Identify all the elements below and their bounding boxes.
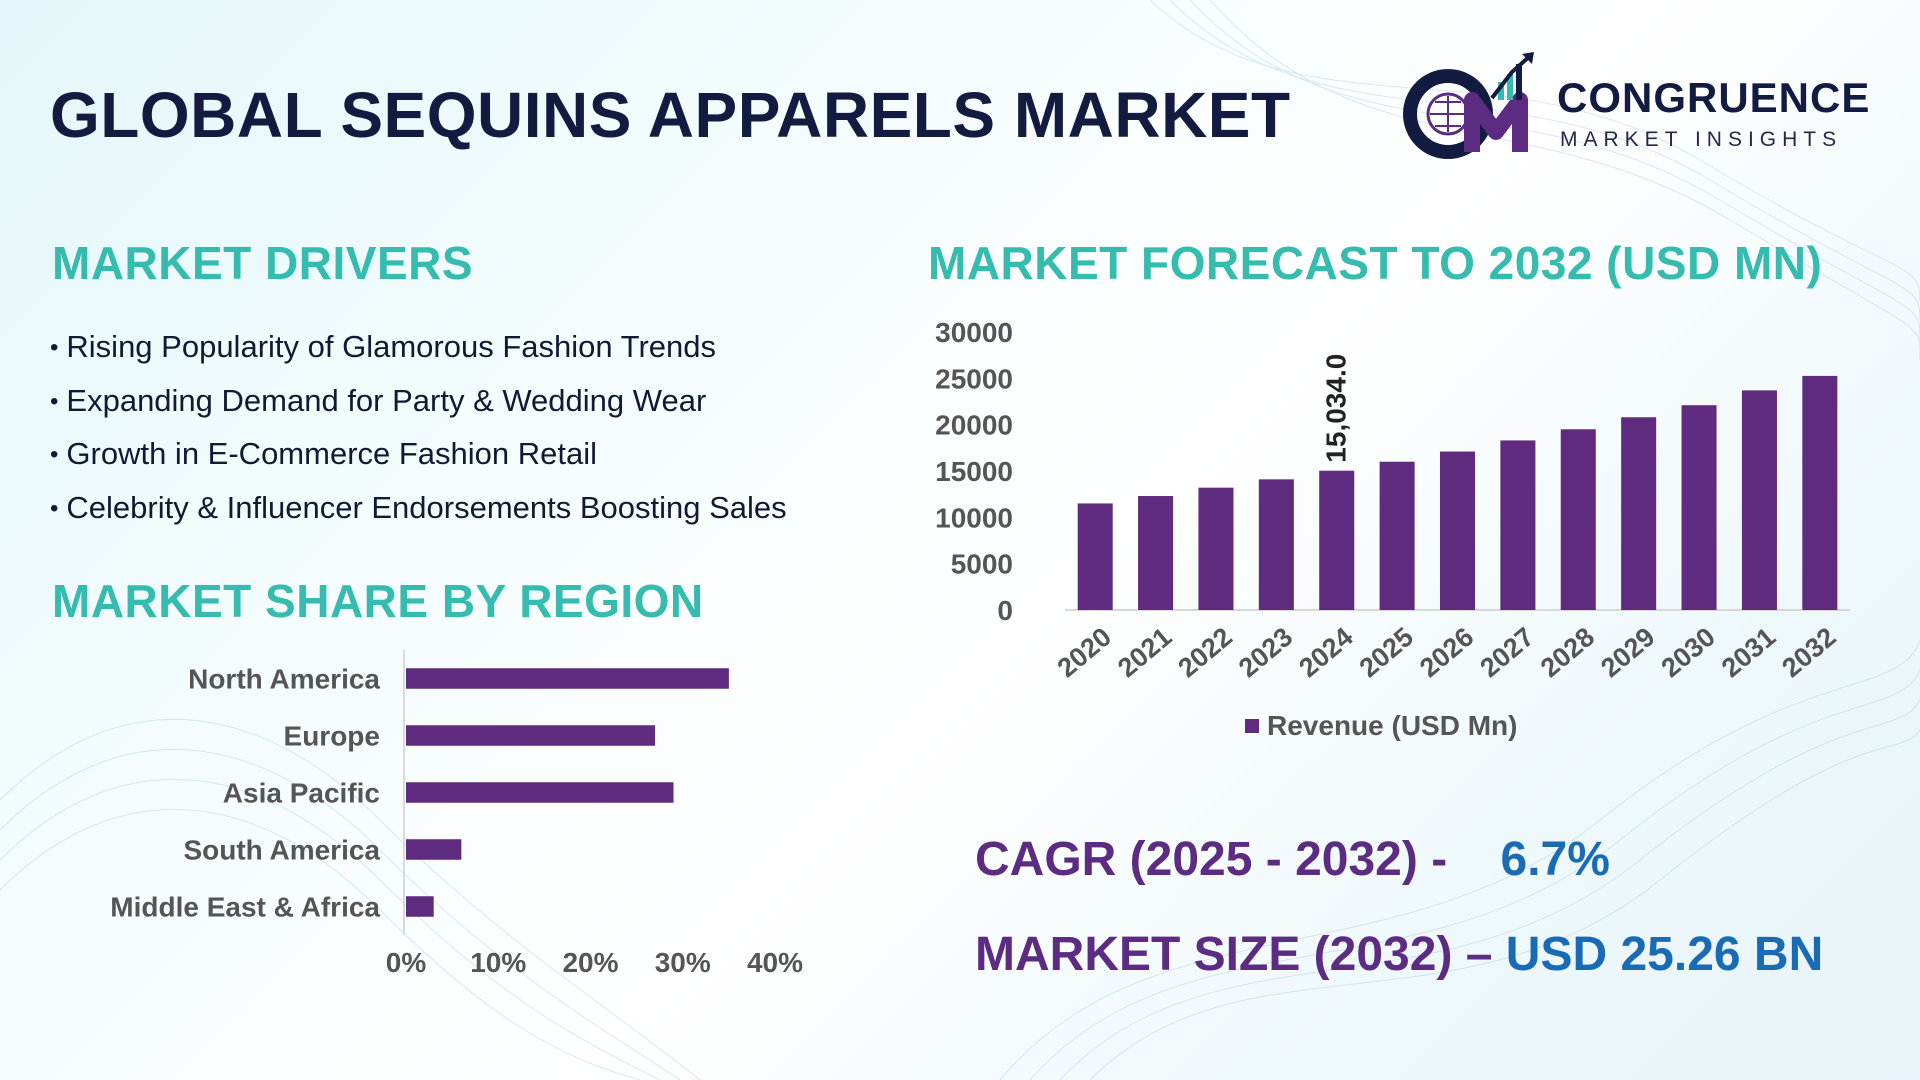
region-bar — [406, 725, 656, 746]
brand-logo: CONGRUENCE MARKET INSIGHTS — [1400, 52, 1870, 162]
bar-2028 — [1560, 429, 1596, 610]
x-tick-label: 2027 — [1474, 622, 1539, 684]
logo-name: CONGRUENCE — [1557, 74, 1871, 121]
bullet-icon: • — [50, 494, 59, 522]
driver-item: • Celebrity & Influencer Endorsements Boo… — [50, 481, 787, 535]
y-tick-label: 30000 — [935, 317, 1013, 348]
bar-2027 — [1500, 440, 1536, 610]
x-tick-label: 10% — [470, 947, 526, 978]
region-bar — [406, 668, 729, 689]
data-label: 15,034.0 — [1321, 354, 1352, 463]
page-title: GLOBAL SEQUINS APPARELS MARKET — [50, 79, 1291, 151]
cagr-stat: CAGR (2025 - 2032) - 6.7% — [975, 832, 1610, 887]
y-tick-label: 0 — [997, 595, 1013, 626]
y-tick-label: 25000 — [935, 363, 1013, 394]
x-tick-label: 2031 — [1716, 622, 1781, 684]
cagr-label: CAGR (2025 - 2032) - — [975, 833, 1448, 886]
bullet-icon: • — [50, 334, 59, 361]
bar-2025 — [1379, 461, 1415, 610]
bar-2026 — [1439, 451, 1476, 610]
y-tick-label: 15000 — [935, 456, 1013, 487]
driver-item: • Expanding Demand for Party & Wedding We… — [50, 374, 787, 428]
logo-tagline: MARKET INSIGHTS — [1560, 128, 1843, 151]
driver-text: Growth in E-Commerce Fashion Retail — [66, 436, 598, 471]
driver-text: Expanding Demand for Party & Wedding Wea… — [66, 382, 707, 418]
region-bar — [406, 782, 674, 803]
bar-2024 — [1319, 470, 1355, 610]
forecast-bar-chart: 0500010000150002000025000300002020202120… — [935, 317, 1850, 741]
region-bar — [406, 896, 434, 917]
region-bar — [406, 839, 462, 860]
bar-2022 — [1198, 487, 1234, 610]
driver-item: • Growth in E-Commerce Fashion Retail — [50, 427, 787, 481]
x-tick-label: 2030 — [1656, 622, 1721, 684]
x-tick-label: 2025 — [1354, 622, 1419, 684]
y-tick-label: 20000 — [935, 410, 1013, 441]
region-label: North America — [188, 664, 380, 695]
bar-2031 — [1741, 390, 1777, 610]
x-tick-label: 40% — [747, 947, 803, 978]
bar-2032 — [1802, 375, 1838, 610]
region-label: Asia Pacific — [223, 778, 380, 809]
y-tick-label: 10000 — [935, 502, 1013, 533]
forecast-heading: MARKET FORECAST TO 2032 (USD MN) — [928, 237, 1823, 289]
region-heading: MARKET SHARE BY REGION — [52, 575, 704, 627]
logo-mark-icon — [1403, 52, 1534, 159]
region-label: Middle East & Africa — [110, 892, 380, 923]
bar-2020 — [1077, 503, 1113, 610]
x-tick-label: 2029 — [1595, 622, 1660, 684]
x-tick-label: 2032 — [1776, 622, 1841, 684]
bar-2023 — [1258, 479, 1294, 610]
drivers-list: • Rising Popularity of Glamorous Fashion … — [50, 320, 787, 534]
legend-swatch — [1245, 719, 1259, 733]
market-size-value: USD 25.26 BN — [1505, 928, 1824, 981]
driver-text: Celebrity & Influencer Endorsements Boos… — [66, 489, 787, 525]
driver-text: Rising Popularity of Glamorous Fashion T… — [66, 329, 716, 364]
x-tick-label: 2028 — [1535, 622, 1600, 684]
x-tick-label: 2021 — [1112, 622, 1177, 684]
x-tick-label: 2020 — [1052, 622, 1117, 684]
region-bar-chart: North America Europe Asia Pacific South Ame… — [110, 650, 803, 978]
region-label: Europe — [284, 721, 380, 752]
x-tick-label: 2026 — [1414, 622, 1479, 684]
bullet-icon: • — [50, 441, 59, 468]
x-tick-label: 2024 — [1293, 622, 1358, 684]
bullet-icon: • — [50, 387, 59, 415]
x-tick-label: 20% — [562, 947, 618, 978]
region-label: South America — [183, 835, 380, 866]
bar-2029 — [1621, 417, 1657, 610]
x-tick-label: 0% — [386, 947, 427, 978]
driver-item: • Rising Popularity of Glamorous Fashion … — [50, 320, 787, 374]
x-tick-label: 2023 — [1233, 622, 1298, 684]
market-size-label: MARKET SIZE (2032) – — [975, 928, 1493, 981]
x-tick-label: 30% — [655, 947, 711, 978]
cagr-value: 6.7% — [1500, 833, 1610, 886]
x-tick-label: 2022 — [1173, 622, 1238, 684]
y-tick-label: 5000 — [951, 549, 1013, 580]
legend-label: Revenue (USD Mn) — [1267, 710, 1517, 741]
drivers-heading: MARKET DRIVERS — [52, 237, 474, 289]
bar-2021 — [1138, 496, 1174, 610]
bar-2030 — [1681, 405, 1717, 610]
market-size-stat: MARKET SIZE (2032) – USD 25.26 BN — [975, 927, 1823, 982]
